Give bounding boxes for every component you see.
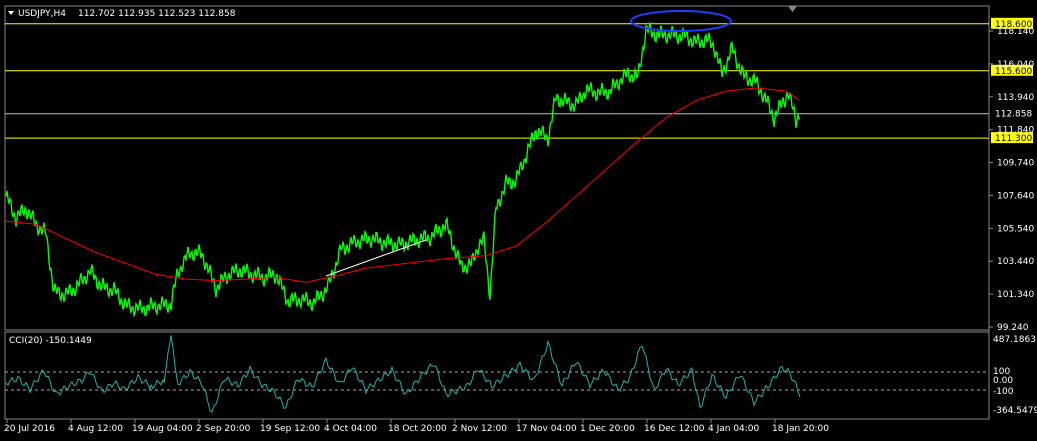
cci-tick-label: 487.1863 [993, 335, 1036, 345]
cci-tick-label: -100 [993, 387, 1014, 397]
cci-line [5, 335, 801, 413]
cci-tick-label: -364.5479 [993, 406, 1037, 416]
triangle-down-icon[interactable] [788, 6, 797, 12]
y-tick-label: 105.540 [997, 224, 1034, 234]
x-tick-label: 18 Oct 20:00 [388, 424, 447, 434]
level-price-tag [991, 64, 1033, 76]
x-tick-label: 4 Aug 12:00 [68, 424, 123, 434]
x-tick-label: 2 Nov 12:00 [452, 424, 507, 434]
y-tick-label: 103.440 [997, 257, 1034, 267]
price-line [5, 22, 801, 318]
cci-tick-label: 0.00 [993, 376, 1013, 386]
y-tick-label: 118.140 [997, 27, 1034, 37]
y-tick-label: 113.940 [997, 93, 1034, 103]
level-price-tag [991, 132, 1033, 144]
x-tick-label: 17 Nov 04:00 [516, 424, 577, 434]
x-tick-label: 19 Aug 04:00 [132, 424, 193, 434]
y-tick-label: 116.040 [997, 60, 1034, 70]
level-price-label: 115.600 [995, 67, 1032, 77]
x-tick-label: 4 Jan 04:00 [708, 424, 760, 434]
cci-tick-label: 100 [993, 367, 1010, 377]
y-tick-label: 107.640 [997, 191, 1034, 201]
level-price-label: 111.300 [995, 134, 1032, 144]
x-tick-label: 4 Oct 04:00 [324, 424, 377, 434]
x-tick-label: 2 Sep 20:00 [196, 424, 251, 434]
y-tick-label: 101.340 [997, 290, 1034, 300]
y-tick-label: 109.740 [997, 159, 1034, 169]
x-tick-label: 20 Jul 2016 [4, 424, 55, 434]
x-tick-label: 16 Dec 12:00 [644, 424, 705, 434]
cci-axis-labels: 487.1863 100 0.00 -100 -364.5479 [993, 335, 1037, 416]
chart-header: USDJPY,H4 112.702 112.935 112.523 112.85… [8, 9, 236, 19]
level-price-tag [991, 17, 1033, 29]
ohlc-text: 112.702 112.935 112.523 112.858 [78, 9, 236, 19]
triangle-down-icon[interactable] [8, 11, 14, 15]
x-tick-label: 1 Dec 20:00 [580, 424, 635, 434]
cci-label: CCI(20) -150.1449 [9, 336, 92, 346]
current-price-label: 112.858 [995, 110, 1032, 120]
trend-segment [325, 239, 427, 277]
x-tick-label: 19 Sep 12:00 [260, 424, 320, 434]
highlight-ellipse [630, 10, 732, 32]
symbol-text: USDJPY,H4 [18, 9, 66, 19]
x-tick-label: 18 Jan 20:00 [772, 424, 829, 434]
moving-average-line [5, 87, 801, 283]
y-tick-label: 99.240 [997, 323, 1029, 333]
level-price-label: 118.600 [995, 20, 1032, 30]
y-tick-label: 111.840 [997, 126, 1034, 136]
